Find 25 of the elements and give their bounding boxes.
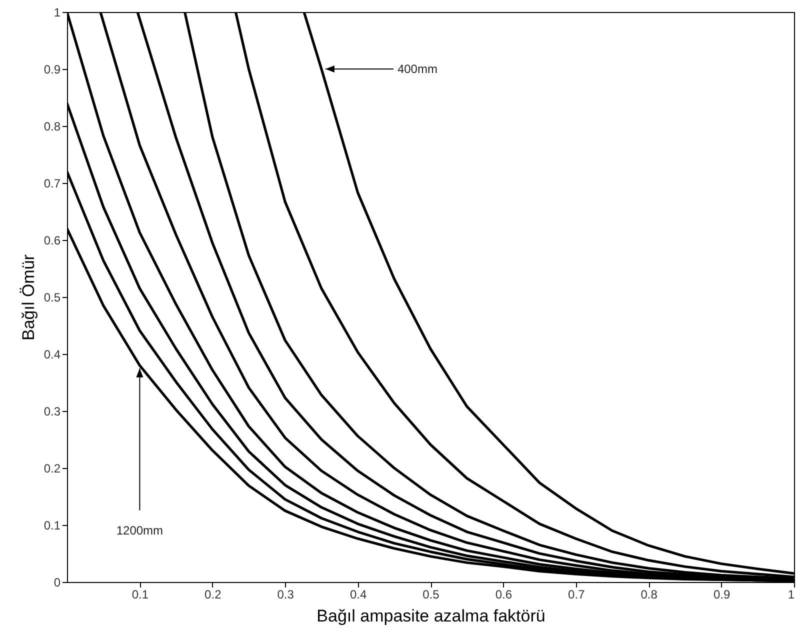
y-tick-label: 0.5: [44, 290, 61, 304]
y-tick-label: 0.4: [44, 348, 61, 362]
y-tick-label: 0.6: [44, 234, 61, 248]
x-tick-label: 0.8: [640, 588, 658, 602]
annotation: 400mm: [397, 62, 438, 76]
y-tick-label: 0.1: [44, 518, 61, 532]
annotation: 1200mm: [116, 523, 164, 538]
x-tick-label: 0.4: [350, 588, 367, 602]
x-tick-label: 0.1: [132, 588, 149, 602]
y-tick-label: 1: [54, 6, 61, 20]
y-tick-label: 0.2: [44, 462, 61, 476]
x-tick-label: 0.7: [568, 588, 586, 602]
y-tick-label: 0.3: [44, 404, 61, 418]
y-tick-label: 0: [54, 576, 61, 590]
x-tick-label: 0.3: [277, 588, 294, 602]
x-tick-label: 1: [788, 588, 795, 602]
y-tick-label: 0.7: [44, 176, 61, 190]
x-tick-label: 0.2: [204, 588, 222, 602]
x-tick-label: 0.9: [713, 588, 730, 602]
y-tick-label: 0.8: [44, 120, 61, 134]
x-tick-label: 0.6: [495, 588, 512, 602]
y-axis-title: Bağıl Ömür: [18, 254, 38, 340]
x-axis-title: Bağıl ampasite azalma faktörü: [316, 606, 546, 626]
y-tick-label: 0.9: [44, 62, 61, 76]
x-tick-label: 0.5: [422, 588, 440, 602]
